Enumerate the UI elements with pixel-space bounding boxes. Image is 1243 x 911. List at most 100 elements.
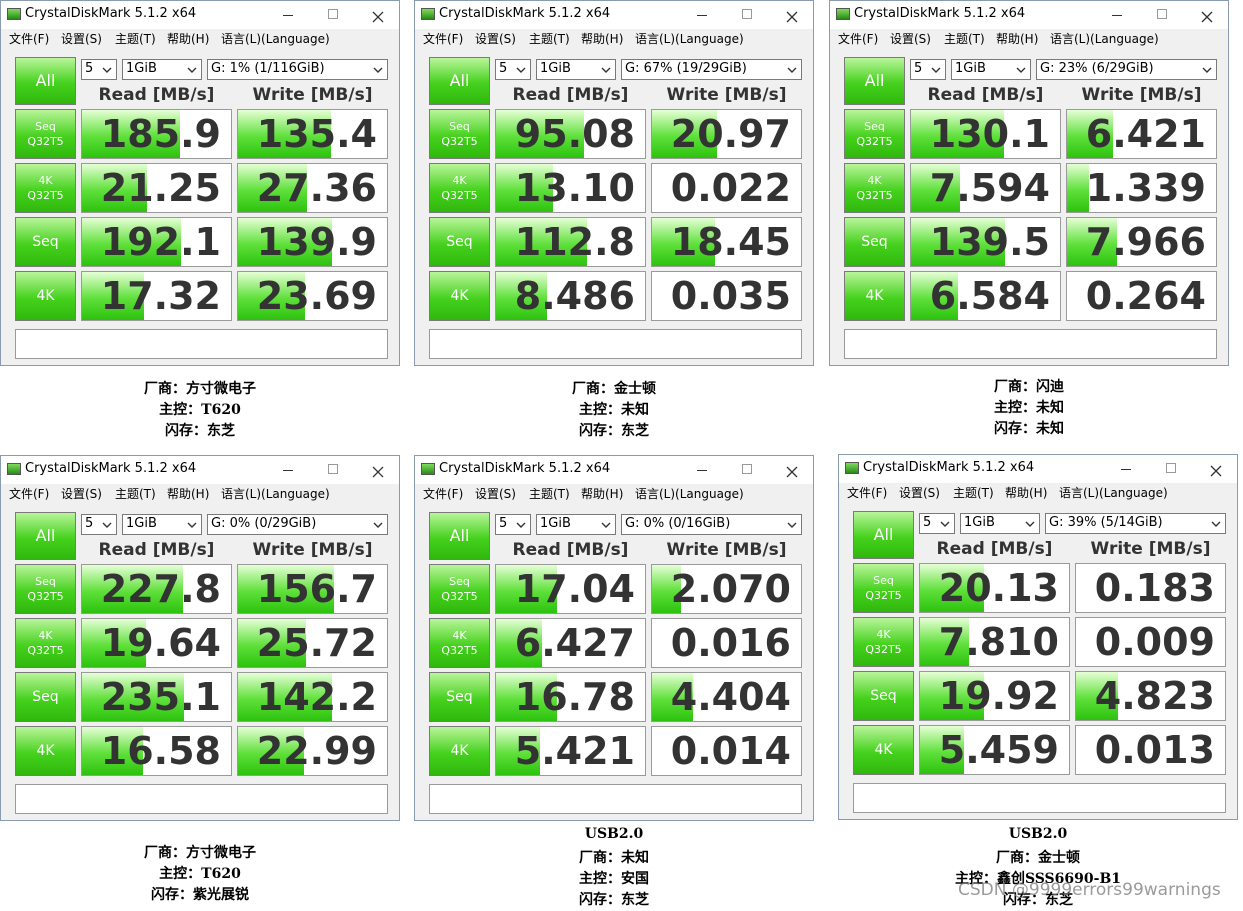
minimize-button[interactable] (1121, 469, 1131, 470)
menu-item[interactable]: 语言(L)(Language) (1050, 32, 1159, 46)
menu-item[interactable]: 语言(L)(Language) (1059, 486, 1168, 500)
test-button[interactable]: Seq (429, 217, 490, 267)
menu-item[interactable]: 设置(S) (890, 32, 931, 46)
menu-item[interactable]: 主题(T) (529, 32, 570, 46)
dropdown[interactable]: 5 (81, 59, 117, 80)
test-button[interactable]: Seq Q32T5 (429, 564, 490, 614)
dropdown[interactable]: 5 (81, 514, 117, 535)
dropdown[interactable]: G: 0% (0/29GiB) (207, 514, 388, 535)
all-button[interactable]: All (15, 57, 76, 105)
dropdown-arrow (187, 67, 197, 73)
menu-item[interactable]: 文件(F) (9, 32, 50, 46)
dropdown[interactable]: 5 (495, 514, 531, 535)
maximize-button[interactable] (742, 464, 752, 474)
menu-item[interactable]: 设置(S) (475, 487, 516, 501)
dropdown[interactable]: G: 0% (0/16GiB) (621, 514, 802, 535)
menu-item[interactable]: 设置(S) (61, 487, 102, 501)
menu-item[interactable]: 帮助(H) (996, 32, 1039, 46)
menu-item[interactable]: 文件(F) (423, 487, 464, 501)
dropdown[interactable]: 1GiB (122, 59, 202, 80)
all-button[interactable]: All (429, 57, 490, 105)
maximize-button[interactable] (1166, 463, 1176, 473)
dropdown[interactable]: G: 1% (1/116GiB) (207, 59, 388, 80)
test-button[interactable]: 4K (853, 725, 914, 775)
test-button[interactable]: Seq (429, 672, 490, 722)
write-cell: 22.99 (237, 726, 388, 776)
menu-item[interactable]: 帮助(H) (581, 487, 624, 501)
test-button[interactable]: Seq Q32T5 (853, 563, 914, 613)
menu-item[interactable]: 主题(T) (115, 32, 156, 46)
maximize-button[interactable] (742, 9, 752, 19)
menu-item[interactable]: 语言(L)(Language) (635, 487, 744, 501)
maximize-button[interactable] (328, 464, 338, 474)
all-button[interactable]: All (15, 512, 76, 560)
test-button[interactable]: 4K (844, 271, 905, 321)
dropdown[interactable]: G: 23% (6/29GiB) (1036, 59, 1217, 80)
menu-item[interactable]: 主题(T) (953, 486, 994, 500)
dropdown[interactable]: 5 (495, 59, 531, 80)
close-button[interactable] (372, 463, 384, 478)
menu-item[interactable]: 语言(L)(Language) (221, 487, 330, 501)
dropdown[interactable]: G: 39% (5/14GiB) (1045, 513, 1226, 534)
menu-item[interactable]: 设置(S) (475, 32, 516, 46)
minimize-button[interactable] (283, 470, 293, 471)
test-button[interactable]: Seq (844, 217, 905, 267)
menu-item[interactable]: 设置(S) (61, 32, 102, 46)
close-button[interactable] (786, 8, 798, 23)
close-button[interactable] (1201, 8, 1213, 23)
close-button[interactable] (372, 8, 384, 23)
test-button[interactable]: 4K Q32T5 (15, 618, 76, 668)
menu-item[interactable]: 帮助(H) (1005, 486, 1048, 500)
dropdown[interactable]: 1GiB (960, 513, 1040, 534)
menu-item[interactable]: 主题(T) (944, 32, 985, 46)
maximize-button[interactable] (1157, 9, 1167, 19)
test-button[interactable]: 4K (15, 271, 76, 321)
test-button[interactable]: 4K Q32T5 (853, 617, 914, 667)
dropdown[interactable]: 5 (910, 59, 946, 80)
close-button[interactable] (1210, 462, 1222, 477)
menu-item[interactable]: 主题(T) (115, 487, 156, 501)
test-button[interactable]: Seq (853, 671, 914, 721)
minimize-button[interactable] (283, 15, 293, 16)
test-button[interactable]: 4K (15, 726, 76, 776)
test-button[interactable]: Seq Q32T5 (15, 564, 76, 614)
close-button[interactable] (786, 463, 798, 478)
menu-item[interactable]: 文件(F) (847, 486, 888, 500)
test-button[interactable]: 4K Q32T5 (429, 163, 490, 213)
test-button[interactable]: 4K Q32T5 (15, 163, 76, 213)
minimize-button[interactable] (1112, 15, 1122, 16)
all-button[interactable]: All (844, 57, 905, 105)
menu-item[interactable]: 帮助(H) (581, 32, 624, 46)
test-button[interactable]: 4K Q32T5 (429, 618, 490, 668)
test-button[interactable]: 4K Q32T5 (844, 163, 905, 213)
all-button[interactable]: All (853, 511, 914, 559)
menu-item[interactable]: 帮助(H) (167, 32, 210, 46)
test-button[interactable]: 4K (429, 271, 490, 321)
dropdown[interactable]: 1GiB (536, 514, 616, 535)
dropdown[interactable]: G: 67% (19/29GiB) (621, 59, 802, 80)
dropdown[interactable]: 5 (919, 513, 955, 534)
menu-item[interactable]: 主题(T) (529, 487, 570, 501)
menu-item[interactable]: 文件(F) (423, 32, 464, 46)
menu-item[interactable]: 帮助(H) (167, 487, 210, 501)
dropdown[interactable]: 1GiB (536, 59, 616, 80)
test-button[interactable]: Seq (15, 672, 76, 722)
test-button[interactable]: Seq Q32T5 (844, 109, 905, 159)
read-cell: 16.78 (495, 672, 646, 722)
test-button[interactable]: Seq (15, 217, 76, 267)
dropdown[interactable]: 1GiB (122, 514, 202, 535)
maximize-button[interactable] (328, 9, 338, 19)
menu-item[interactable]: 语言(L)(Language) (635, 32, 744, 46)
test-button[interactable]: Seq Q32T5 (15, 109, 76, 159)
speed-value: 0.022 (670, 166, 791, 210)
test-button[interactable]: Seq Q32T5 (429, 109, 490, 159)
all-button[interactable]: All (429, 512, 490, 560)
test-button[interactable]: 4K (429, 726, 490, 776)
minimize-button[interactable] (697, 15, 707, 16)
dropdown[interactable]: 1GiB (951, 59, 1031, 80)
menu-item[interactable]: 文件(F) (9, 487, 50, 501)
menu-item[interactable]: 文件(F) (838, 32, 879, 46)
menu-item[interactable]: 设置(S) (899, 486, 940, 500)
menu-item[interactable]: 语言(L)(Language) (221, 32, 330, 46)
minimize-button[interactable] (697, 470, 707, 471)
